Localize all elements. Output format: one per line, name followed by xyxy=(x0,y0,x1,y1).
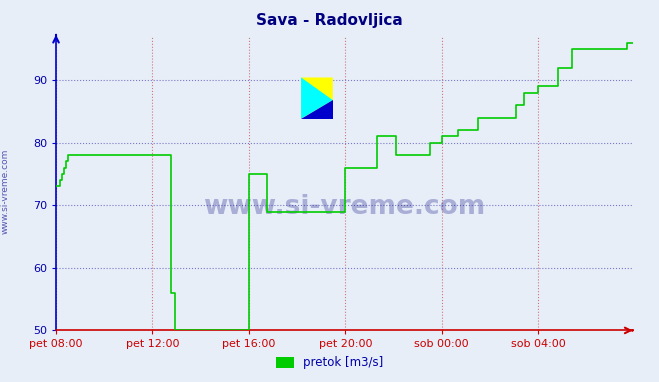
Polygon shape xyxy=(301,78,333,119)
Polygon shape xyxy=(301,78,333,119)
Text: Sava - Radovljica: Sava - Radovljica xyxy=(256,13,403,28)
Polygon shape xyxy=(301,78,333,119)
Text: www.si-vreme.com: www.si-vreme.com xyxy=(1,148,10,234)
Legend: pretok [m3/s]: pretok [m3/s] xyxy=(271,352,388,374)
Text: www.si-vreme.com: www.si-vreme.com xyxy=(203,194,486,220)
